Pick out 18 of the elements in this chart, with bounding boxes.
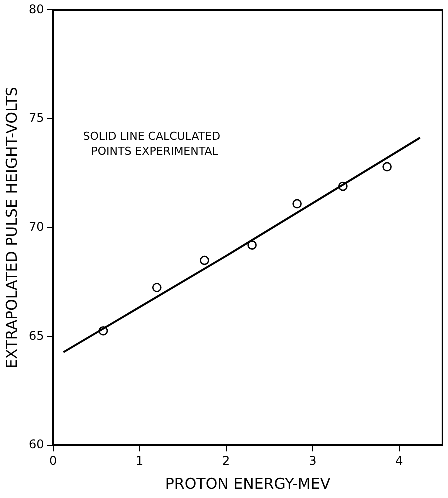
y-tick-label: 65 [28,328,44,343]
x-axis-title: PROTON ENERGY-MEV [165,474,332,493]
x-tick-label: 0 [49,454,58,468]
annotation: SOLID LINE CALCULATED POINTS EXPERIMENTAL [83,130,221,158]
y-tick-label: 75 [28,111,44,126]
x-tick-label: 3 [309,454,317,468]
x-tick-label: 1 [136,454,144,468]
point [248,240,257,250]
point [292,199,302,209]
point [152,283,162,292]
y-tick-label: 80 [28,2,44,16]
y-tick-label: 70 [28,220,44,234]
y-tick-label: 60 [28,438,44,452]
point [200,256,210,266]
y-axis-title: EXTRAPOLATED PULSE HEIGHT-VOLTS [2,87,21,369]
x-tick-label: 2 [222,454,230,468]
x-tick-label: 4 [396,454,404,468]
point [382,162,392,172]
